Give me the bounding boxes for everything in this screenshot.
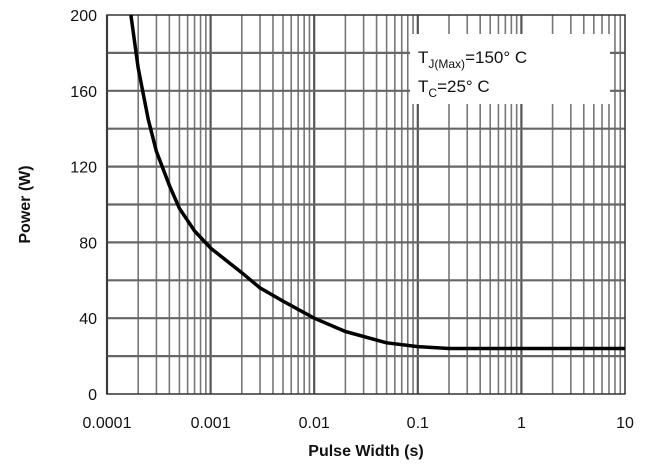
plot-frame bbox=[106, 14, 626, 395]
x-axis-title: Pulse Width (s) bbox=[308, 443, 423, 460]
x-tick-label: 10 bbox=[616, 415, 634, 432]
x-tick-label: 0.1 bbox=[407, 415, 429, 432]
y-tick-label: 200 bbox=[70, 8, 97, 25]
power-curve bbox=[129, 14, 625, 351]
x-tick-label: 1 bbox=[517, 415, 526, 432]
x-tick-label: 0.0001 bbox=[83, 415, 132, 432]
y-tick-label: 120 bbox=[70, 160, 97, 177]
annotation-box bbox=[410, 34, 610, 104]
x-tick-label: 0.001 bbox=[191, 415, 231, 432]
x-axis-ticks: 0.0001 0.001 0.01 0.1 1 10 bbox=[83, 415, 634, 432]
annotation-tj-max: TJ(Max)=150° C bbox=[418, 48, 527, 71]
y-axis-ticks: 0 40 80 120 160 200 bbox=[70, 8, 97, 404]
y-tick-label: 0 bbox=[88, 387, 97, 404]
y-axis-title: Power (W) bbox=[17, 165, 34, 243]
y-tick-label: 160 bbox=[70, 84, 97, 101]
x-tick-label: 0.01 bbox=[299, 415, 330, 432]
annotation-tc: TC=25° C bbox=[418, 77, 490, 100]
y-tick-label: 40 bbox=[79, 311, 97, 328]
y-tick-label: 80 bbox=[79, 235, 97, 252]
